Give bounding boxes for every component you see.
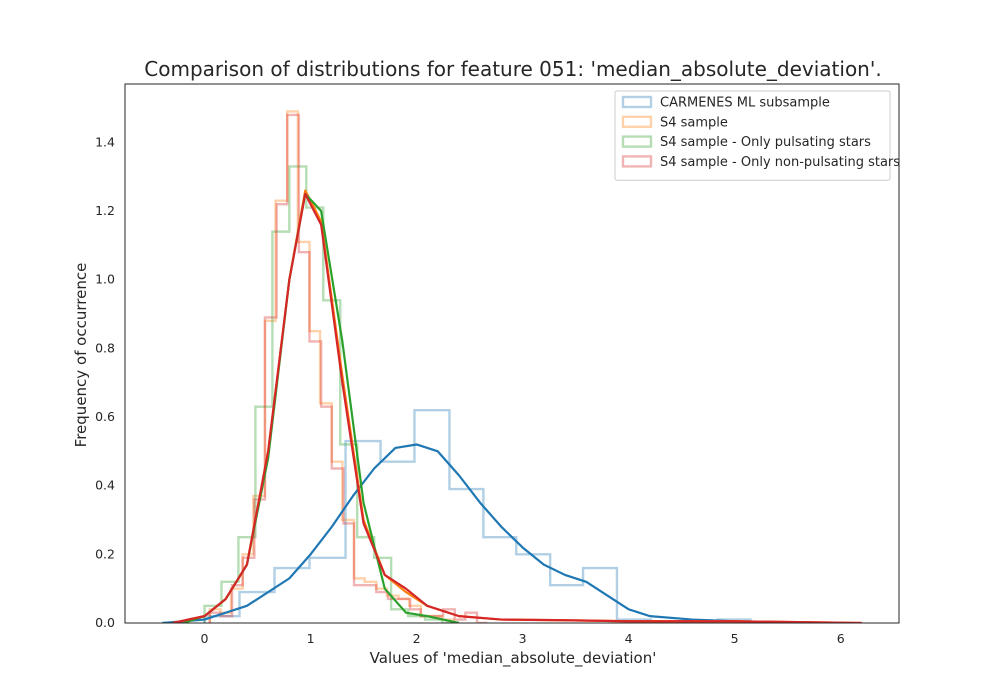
histogram-series-3: [208, 113, 488, 623]
y-axis-label: Frequency of occurrence: [72, 263, 90, 448]
histogram-series-1: [208, 110, 455, 623]
y-tick-label: 1.0: [95, 272, 115, 287]
legend-swatch: [621, 115, 653, 129]
legend-entry-label: S4 sample: [660, 115, 728, 130]
legend-swatch: [621, 95, 653, 109]
x-tick-label: 0: [201, 631, 209, 646]
legend-box: [614, 90, 891, 181]
axes-frame: [124, 83, 900, 624]
kde-curve-series-3: [172, 192, 862, 623]
y-tick-label: 0.2: [95, 546, 115, 561]
x-tick-label: 1: [307, 631, 315, 646]
x-axis-label: Values of 'median_absolute_deviation': [370, 649, 657, 668]
plot-marks: [162, 110, 862, 623]
x-tick-label: 3: [519, 631, 527, 646]
legend-swatch: [621, 135, 653, 148]
chart-title: Comparison of distributions for feature …: [144, 57, 881, 81]
legend-entry-label: S4 sample - Only non-pulsating stars: [660, 155, 900, 170]
x-tick-label: 4: [625, 631, 633, 646]
kde-curve-series-0: [162, 443, 778, 623]
y-tick-label: 0.8: [95, 340, 115, 355]
y-tick-label: 1.2: [95, 203, 115, 218]
y-tick-label: 0.0: [95, 615, 115, 630]
x-tick-label: 5: [731, 631, 739, 646]
y-tick-label: 1.4: [95, 134, 115, 149]
y-tick-label: 0.4: [95, 478, 115, 493]
legend-entry-label: CARMENES ML subsample: [660, 96, 830, 111]
plot-area: 0 1 2 3 4 5 6 0.0 0.2 0.4 0.6 0.8 1.0 1.2 1.4: [95, 83, 900, 646]
histogram-series-0: [203, 408, 752, 623]
legend-swatch: [621, 155, 653, 168]
x-tick-label: 6: [837, 631, 845, 646]
legend: CARMENES ML subsample S4 sample S4 sample …: [614, 90, 900, 181]
x-tick-label: 2: [413, 631, 421, 646]
y-tick-label: 0.6: [95, 409, 115, 424]
histogram-series-2: [203, 165, 459, 623]
legend-entry-label: S4 sample - Only pulsating stars: [660, 135, 871, 150]
